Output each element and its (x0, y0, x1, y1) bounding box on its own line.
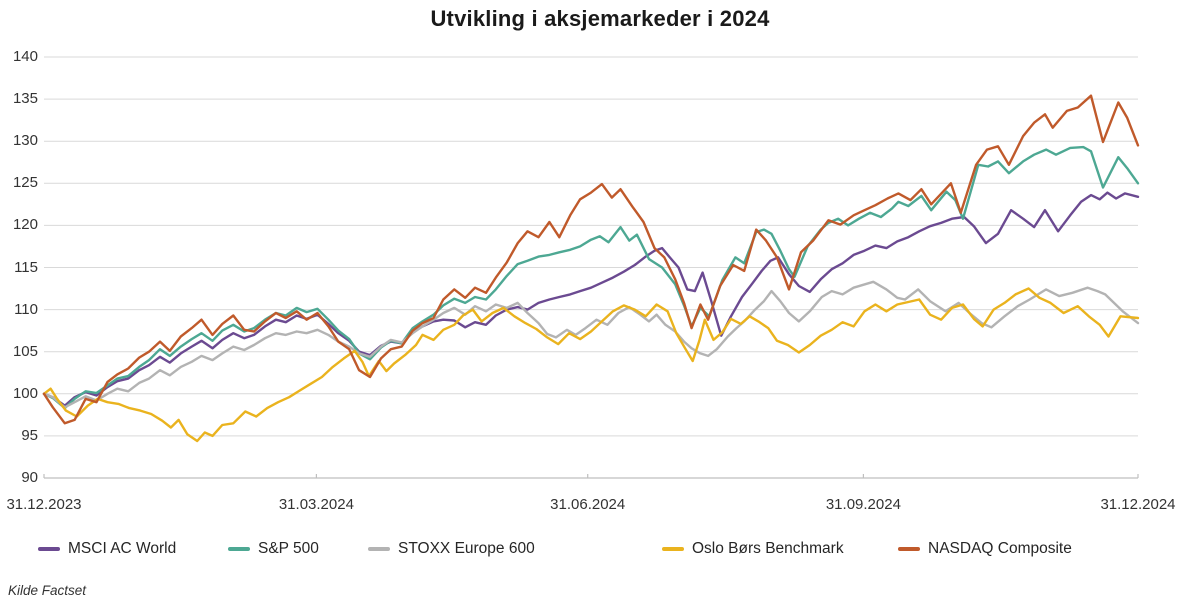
legend-swatch-icon (662, 547, 684, 551)
legend: MSCI AC World S&P 500 STOXX Europe 600 O… (0, 536, 1200, 562)
series-line-nasdaq-composite (42, 94, 1140, 425)
legend-item-msci-ac-world: MSCI AC World (38, 536, 176, 562)
y-tick-label-100: 100 (12, 384, 38, 402)
x-tick-label-31.06.2024: 31.06.2024 (550, 496, 626, 513)
legend-item-sp-500: S&P 500 (228, 536, 319, 562)
series-line-stoxx-europe-600 (42, 280, 1140, 409)
legend-label: S&P 500 (258, 540, 319, 557)
legend-swatch-icon (368, 547, 390, 551)
y-tick-label-135: 135 (12, 90, 38, 108)
legend-swatch-icon (898, 547, 920, 551)
series-line-msci-ac-world (42, 191, 1140, 407)
legend-label: NASDAQ Composite (928, 540, 1072, 557)
y-tick-label-95: 95 (21, 426, 38, 444)
chart-title: Utvikling i aksjemarkeder i 2024 (430, 6, 770, 31)
y-tick-label-105: 105 (12, 342, 38, 360)
series-line-oslo-b-rs-benchmark (42, 287, 1140, 443)
y-tick-label-125: 125 (12, 174, 38, 192)
y-tick-label-140: 140 (12, 48, 38, 65)
y-tick-label-130: 130 (12, 132, 38, 150)
legend-item-nasdaq-composite: NASDAQ Composite (898, 536, 1072, 562)
legend-item-stoxx-europe-600: STOXX Europe 600 (368, 536, 535, 562)
y-tick-label-110: 110 (14, 300, 38, 318)
y-tick-label-90: 90 (21, 469, 38, 486)
legend-label: STOXX Europe 600 (398, 540, 535, 557)
y-tick-label-120: 120 (12, 216, 38, 234)
x-tick-label-31.03.2024: 31.03.2024 (278, 496, 354, 513)
legend-swatch-icon (228, 547, 250, 551)
series-line-s-p-500 (42, 145, 1140, 410)
legend-item-oslo-bors-benchmark: Oslo Børs Benchmark (662, 536, 844, 562)
y-tick-label-115: 115 (14, 258, 38, 276)
legend-label: Oslo Børs Benchmark (692, 540, 844, 557)
x-tick-label-31.12.2023: 31.12.2023 (6, 496, 82, 513)
x-tick-label-31.12.2024: 31.12.2024 (1100, 496, 1176, 513)
x-tick-label-31.09.2024: 31.09.2024 (825, 496, 901, 513)
legend-label: MSCI AC World (68, 540, 177, 557)
source-note: Kilde Factset (8, 583, 87, 598)
legend-swatch-icon (38, 547, 60, 551)
